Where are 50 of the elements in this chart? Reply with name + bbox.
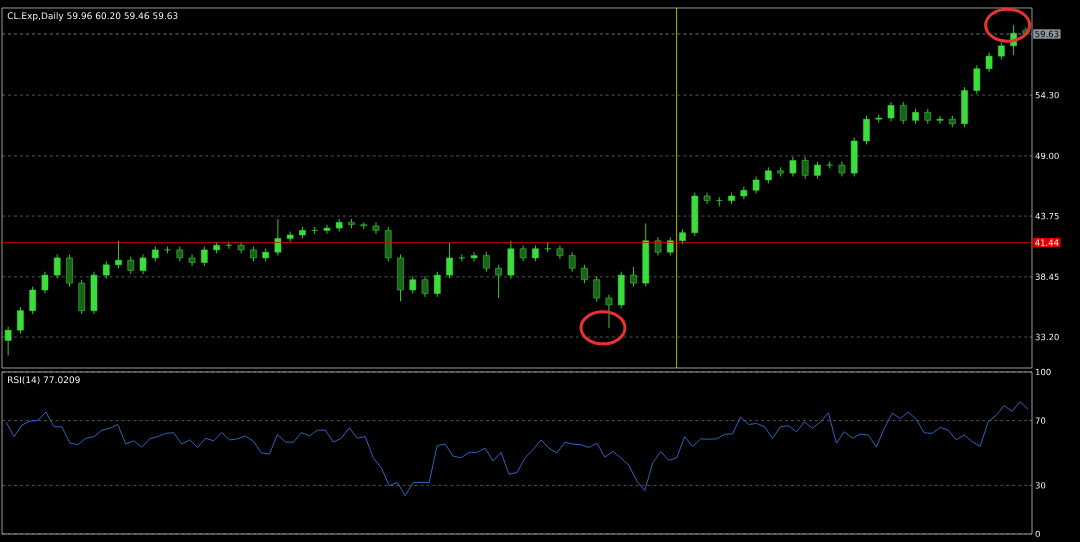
candlestick (605, 294, 613, 329)
candlestick (188, 254, 196, 267)
candlestick (201, 246, 208, 267)
candlestick (495, 264, 502, 299)
candlestick (716, 196, 723, 207)
candlestick (973, 64, 981, 95)
candlestick (703, 192, 711, 205)
y-tick-label: 70 (1035, 417, 1046, 424)
candlestick (372, 221, 380, 235)
candlestick (985, 52, 993, 73)
chart-title: CL.Exp,Daily 59.96 60.20 59.46 59.63 (7, 12, 178, 21)
candlestick (556, 244, 564, 260)
candlestick (789, 156, 797, 177)
y-tick-label: 54.30 (1035, 91, 1059, 99)
candlestick (421, 275, 429, 298)
y-tick-label: 38.45 (1035, 273, 1059, 281)
candlestick (630, 266, 637, 288)
candlestick (899, 101, 907, 125)
candlestick (740, 186, 748, 200)
candlestick (41, 271, 49, 294)
candlestick (311, 226, 318, 235)
y-tick-label: 100 (1035, 368, 1051, 376)
candlestick (581, 264, 588, 284)
y-tick-label: 0 (1035, 530, 1040, 538)
candlestick (115, 240, 122, 269)
candlestick (17, 306, 24, 335)
y-tick-label: 49.00 (1035, 152, 1059, 160)
y-tick-label: 30 (1035, 482, 1046, 489)
candlestick (433, 271, 441, 298)
candlestick (323, 224, 331, 235)
candlestick (863, 115, 870, 145)
candlestick (568, 251, 576, 273)
candlestick (936, 115, 944, 125)
candlestick (139, 254, 147, 275)
candlestick (29, 286, 36, 315)
chart-title: RSI(14) 77.0209 (8, 376, 80, 385)
y-tick-label: 43.75 (1035, 212, 1059, 220)
candlestick (483, 251, 490, 273)
candlestick (887, 101, 895, 122)
candlestick (53, 254, 61, 280)
candlestick (274, 218, 282, 257)
candlestick (225, 241, 233, 250)
candlestick (801, 156, 809, 180)
candlestick (593, 275, 601, 302)
ref-line-label: 41.44 (1035, 239, 1059, 246)
candlestick (446, 242, 453, 280)
ref-line-label: 59.63 (1035, 30, 1059, 38)
y-tick-label: 33.20 (1035, 333, 1059, 341)
candlestick (470, 251, 478, 262)
candlestick (4, 326, 12, 356)
